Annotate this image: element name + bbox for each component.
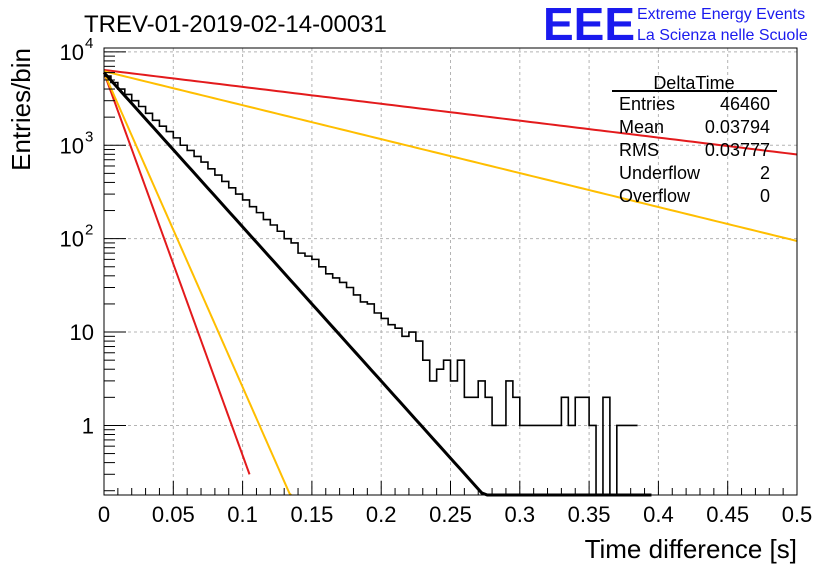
stats-value: 0.03777 (705, 140, 770, 160)
y-tick-base: 10 (60, 40, 84, 65)
stats-row: Underflow 2 (619, 163, 770, 183)
y-tick-value: 10 (70, 320, 94, 345)
curve-yellow-slow (103, 70, 798, 242)
stats-label: Underflow (619, 163, 701, 183)
x-tick-label: 0.1 (227, 502, 258, 527)
y-tick-exponent: 4 (85, 35, 93, 52)
y-tick-base: 10 (60, 133, 84, 158)
x-tick-label: 0.2 (366, 502, 397, 527)
x-tick-label: 0.25 (429, 502, 472, 527)
y-tick-base: 10 (60, 227, 84, 252)
plot-frame (103, 47, 798, 496)
y-tick-label: 10 2 (60, 222, 94, 252)
y-axis-title: Entries/bin (6, 48, 36, 171)
tick-labels: 0 0.05 0.1 0.15 0.2 0.25 0.3 0.35 0.4 0.45 0.51101… (60, 35, 813, 527)
curve-red-slow (103, 68, 798, 156)
stats-value: 0 (760, 186, 770, 206)
stats-box: DeltaTime Entries 46460 Mean 0.03794 RMS 0.03… (612, 73, 777, 206)
stats-row: Overflow 0 (619, 186, 770, 206)
stats-value: 0.03794 (705, 117, 770, 137)
y-tick-label: 10 (70, 320, 94, 345)
logo-line-2: La Scienza nelle Scuole (637, 27, 808, 44)
eee-logo: EEE (543, 0, 635, 50)
stats-row: Mean 0.03794 (619, 117, 770, 137)
chart-title: TREV-01-2019-02-14-00031 (84, 11, 387, 38)
y-tick-exponent: 3 (85, 128, 93, 145)
histogram-deltatime (104, 75, 638, 496)
x-tick-label: 0.5 (782, 502, 813, 527)
stats-label: Entries (619, 94, 675, 114)
x-tick-label: 0.15 (290, 502, 333, 527)
stats-label: Mean (619, 117, 664, 137)
stats-row: RMS 0.03777 (619, 140, 770, 160)
x-tick-label: 0.3 (505, 502, 536, 527)
stats-row: Entries 46460 (619, 94, 770, 114)
x-tick-label: 0.4 (643, 502, 674, 527)
x-tick-label: 0.35 (568, 502, 611, 527)
y-tick-value: 1 (82, 413, 94, 438)
curve-red-fast (103, 72, 251, 475)
x-tick-label: 0.45 (706, 502, 749, 527)
stats-label: RMS (619, 140, 659, 160)
stats-value: 2 (760, 163, 770, 183)
x-tick-label: 0 (98, 502, 110, 527)
exponential-curves (103, 68, 798, 496)
x-axis-title: Time difference [s] (585, 534, 797, 564)
curve-yellow-fast (103, 72, 292, 496)
y-tick-label: 10 4 (60, 35, 94, 65)
histogram-layer (104, 75, 638, 496)
y-tick-exponent: 2 (85, 222, 93, 239)
logo-line-1: Extreme Energy Events (637, 6, 805, 23)
stats-label: Overflow (619, 186, 691, 206)
axes (103, 47, 798, 496)
x-tick-label: 0.05 (152, 502, 195, 527)
y-tick-label: 10 3 (60, 128, 94, 158)
stats-box-title: DeltaTime (653, 73, 734, 93)
stats-value: 46460 (720, 94, 770, 114)
y-tick-label: 1 (82, 413, 94, 438)
